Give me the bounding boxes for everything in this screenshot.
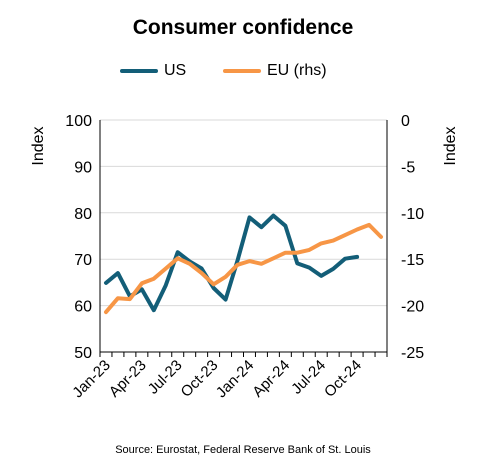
y-tick-label-left: 60	[74, 299, 92, 316]
legend-label-eu: EU (rhs)	[267, 62, 327, 79]
x-tick-label: Apr-24	[249, 357, 293, 401]
x-tick-label: Jan-24	[213, 357, 257, 401]
series-line-eu	[104, 222, 383, 315]
series-line-us	[104, 213, 360, 313]
y-tick-label-right: -10	[401, 206, 424, 223]
x-tick-label: Apr-23	[106, 357, 150, 401]
y-axis-title-left: Index	[30, 126, 47, 165]
y-tick-label-right: -20	[401, 299, 424, 316]
y-tick-label-left: 50	[74, 345, 92, 362]
y-tick-label-left: 90	[74, 159, 92, 176]
y-tick-label-left: 70	[74, 252, 92, 269]
y-tick-label-right: -15	[401, 252, 424, 269]
legend-item-us: US	[120, 62, 186, 80]
legend-label-us: US	[164, 62, 187, 79]
y-axis-title-right: Index	[442, 126, 459, 165]
y-tick-label-right: -5	[401, 159, 415, 176]
source-note: Source: Eurostat, Federal Reserve Bank o…	[115, 444, 371, 456]
legend-swatch-us	[120, 69, 158, 73]
y-tick-label-left: 80	[74, 206, 92, 223]
y-tick-label-right: -25	[401, 345, 424, 362]
y-tick-label-left: 100	[65, 113, 92, 130]
x-tick-label: Jan-23	[69, 357, 113, 401]
legend-item-eu: EU (rhs)	[223, 62, 327, 80]
legend: US EU (rhs)	[0, 62, 486, 86]
y-tick-label-right: 0	[401, 113, 410, 130]
axis-labels: 100 0 90 -5 80 -10 70 -15 60 -20 50 -25 Jan-23Apr-23…	[30, 113, 459, 401]
legend-swatch-eu	[223, 69, 261, 73]
x-tick-label: Oct-23	[178, 357, 222, 401]
series-lines	[104, 213, 383, 315]
x-tick-label: Oct-24	[321, 357, 365, 401]
chart-plot: 100 0 90 -5 80 -10 70 -15 60 -20 50 -25 Jan-23Apr-23…	[30, 113, 459, 401]
axes	[99, 120, 388, 357]
chart-title: Consumer confidence	[132, 16, 354, 39]
